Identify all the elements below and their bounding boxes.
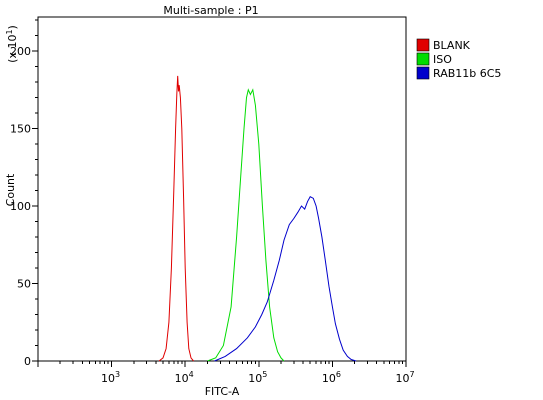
legend-swatch [416,52,430,66]
chart-title: Multi-sample : P1 [163,4,258,17]
y-tick-label: 0 [24,355,31,368]
x-axis-ticks: 103 104 105 106 107 [37,361,415,385]
y-axis-ticks: 0 50 100 150 200 [10,19,38,368]
x-tick-label: 107 [395,370,414,385]
x-tick-label: 103 [101,370,120,385]
x-axis-label: FITC-A [205,385,240,398]
series-line-rab11b-6c5 [214,196,357,362]
y-tick-label: 50 [17,278,31,291]
legend-label: RAB11b 6C5 [433,67,501,80]
y-tick-label: 200 [10,45,31,58]
legend-swatch [416,66,430,80]
x-tick-label: 106 [322,370,341,385]
y-axis-multiplier: (x 101) [5,25,19,63]
y-axis-label: Count [4,173,17,206]
y-tick-label: 150 [10,123,31,136]
series-group [158,75,357,362]
series-line-blank [158,75,194,362]
x-tick-label: 104 [175,370,194,385]
legend-label: BLANK [433,39,471,52]
legend-swatch [416,38,430,52]
legend-label: ISO [433,53,452,66]
y-tick-label: 100 [10,200,31,213]
series-line-iso [207,88,285,362]
plot-frame [37,16,407,362]
x-tick-label: 105 [248,370,267,385]
